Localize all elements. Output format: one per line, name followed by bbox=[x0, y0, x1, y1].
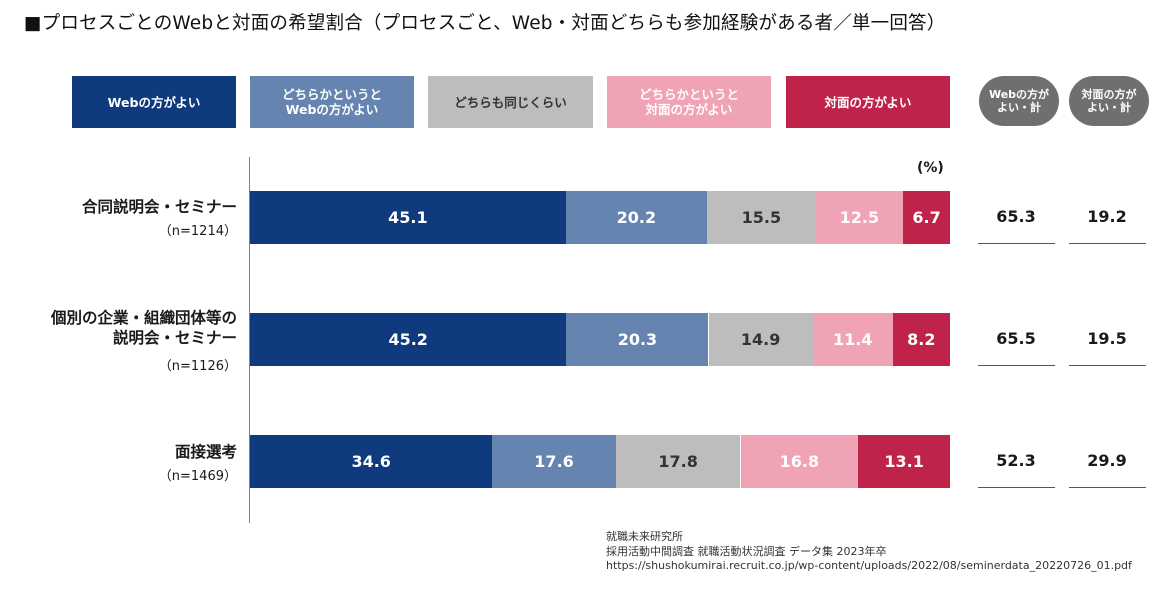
source-line-2: 採用活動中間調査 就職活動状況調査 データ集 2023年卒 bbox=[606, 544, 887, 558]
web-total-value: 65.5 bbox=[996, 329, 1036, 348]
bar-value-label: 15.5 bbox=[741, 208, 782, 227]
bar-value-label: 45.2 bbox=[388, 330, 428, 349]
total-underline bbox=[1069, 487, 1146, 488]
category-label: 合同説明会・セミナー bbox=[81, 198, 237, 216]
face-total-header: 対面の方が よい・計 bbox=[1069, 76, 1149, 126]
total-underline bbox=[978, 243, 1055, 244]
bar-segment: 8.2 bbox=[892, 313, 950, 366]
category-sample-size: （n=1126） bbox=[158, 359, 237, 374]
bar-value-label: 20.2 bbox=[616, 208, 657, 227]
unit-label: (%) bbox=[917, 160, 944, 176]
source-line-1: 就職未来研究所 bbox=[606, 530, 683, 543]
bar-value-label: 20.3 bbox=[617, 330, 658, 349]
face-total-value: 19.2 bbox=[1087, 207, 1127, 226]
bar-value-label: 6.7 bbox=[912, 208, 941, 227]
source-note: 就職未来研究所 採用活動中間調査 就職活動状況調査 データ集 2023年卒 ht… bbox=[606, 530, 1132, 574]
bar-segment: 20.2 bbox=[565, 191, 708, 244]
total-underline bbox=[978, 487, 1055, 488]
face-total-value: 19.5 bbox=[1087, 329, 1127, 348]
total-underline bbox=[1069, 243, 1146, 244]
bar-segment: 15.5 bbox=[707, 191, 816, 244]
bar-segment: 12.5 bbox=[815, 191, 904, 244]
legend-item-3: どちらも同じくらい bbox=[428, 76, 593, 128]
category-axis-line bbox=[249, 157, 250, 523]
source-line-3: https://shushokumirai.recruit.co.jp/wp-c… bbox=[606, 559, 1132, 572]
bar-segment: 17.6 bbox=[492, 435, 616, 488]
web-total-header: Webの方が よい・計 bbox=[979, 76, 1059, 126]
bar-segment: 13.1 bbox=[858, 435, 950, 488]
bar-segment: 20.3 bbox=[566, 313, 709, 366]
legend-item-5: 対面の方がよい bbox=[786, 76, 950, 128]
legend-item-2: どちらかというと Webの方がよい bbox=[250, 76, 414, 128]
bar-value-label: 17.6 bbox=[534, 452, 574, 471]
bar-value-label: 17.8 bbox=[658, 452, 698, 471]
bar-segment: 45.2 bbox=[250, 313, 567, 366]
bar-segment: 34.6 bbox=[250, 435, 493, 488]
bar-value-label: 16.8 bbox=[779, 452, 820, 471]
bar-value-label: 14.9 bbox=[740, 330, 781, 349]
chart-title: ■プロセスごとのWebと対面の希望割合（プロセスごと、Web・対面どちらも参加経… bbox=[24, 13, 946, 34]
web-total-value: 65.3 bbox=[996, 207, 1036, 226]
face-total-value: 29.9 bbox=[1087, 451, 1127, 470]
category-label: 面接選考 bbox=[174, 443, 237, 461]
legend-item-4: どちらかというと 対面の方がよい bbox=[607, 76, 771, 128]
bar-segment: 6.7 bbox=[903, 191, 950, 244]
total-underline bbox=[1069, 365, 1146, 366]
category-sample-size: （n=1214） bbox=[158, 224, 237, 239]
bar-value-label: 12.5 bbox=[839, 208, 880, 227]
bar-segment: 17.8 bbox=[615, 435, 741, 488]
web-total-value: 52.3 bbox=[996, 451, 1036, 470]
total-underline bbox=[978, 365, 1055, 366]
bar-segment: 45.1 bbox=[250, 191, 566, 244]
bar-value-label: 11.4 bbox=[832, 330, 873, 349]
legend-item-1: Webの方がよい bbox=[72, 76, 236, 128]
bar-value-label: 34.6 bbox=[351, 452, 391, 471]
bar-segment: 16.8 bbox=[740, 435, 859, 488]
bar-value-label: 13.1 bbox=[884, 452, 924, 471]
bar-value-label: 8.2 bbox=[907, 330, 936, 349]
bar-value-label: 45.1 bbox=[388, 208, 428, 227]
bar-segment: 11.4 bbox=[812, 313, 893, 366]
category-label: 個別の企業・組織団体等の 説明会・セミナー bbox=[50, 309, 237, 347]
category-sample-size: （n=1469） bbox=[158, 469, 237, 484]
bar-segment: 14.9 bbox=[708, 313, 813, 366]
